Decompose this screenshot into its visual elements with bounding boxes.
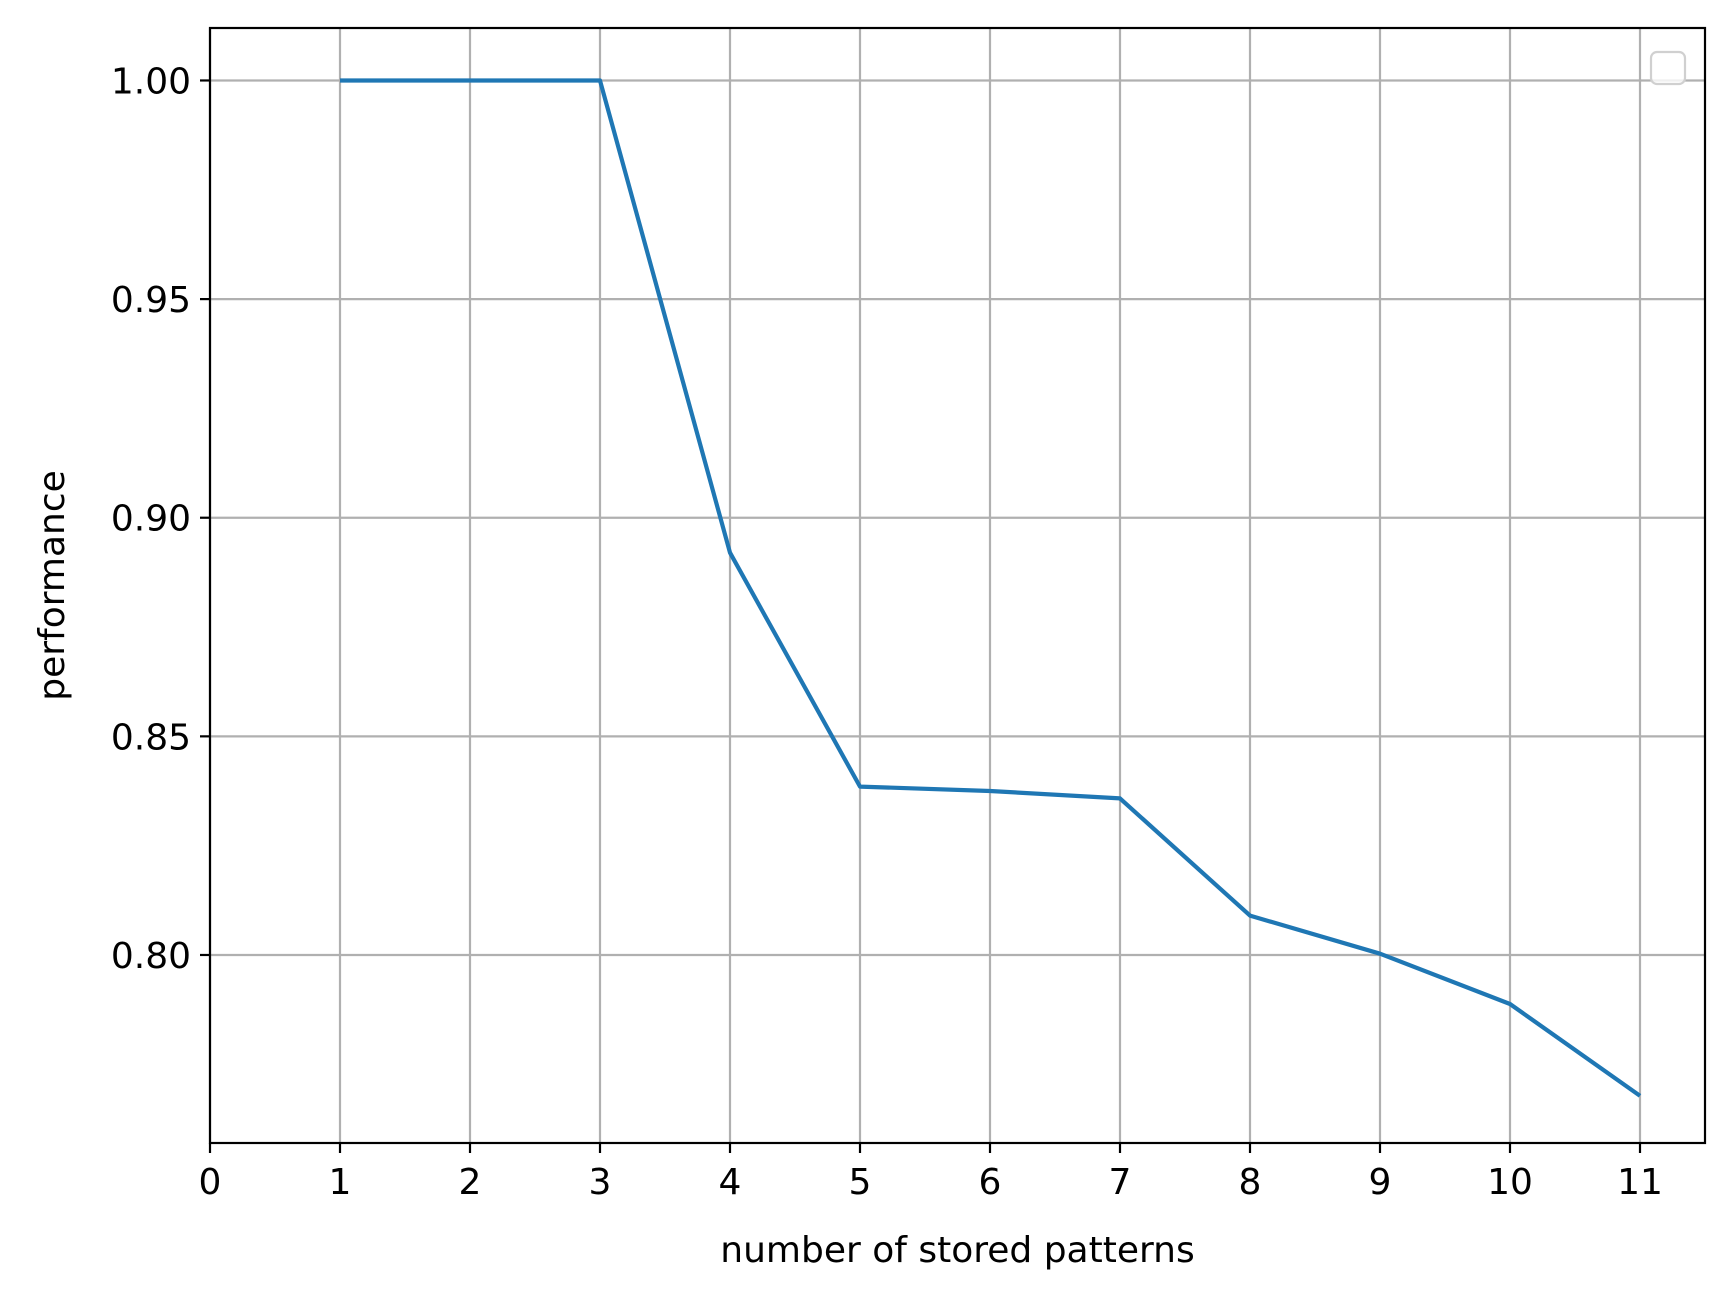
y-tick-label: 0.80 <box>111 936 191 977</box>
y-tick-label: 0.90 <box>111 499 191 540</box>
x-tick-label: 8 <box>1239 1162 1262 1203</box>
x-tick-label: 5 <box>849 1162 872 1203</box>
y-axis-ticks: 0.80 0.85 0.90 0.95 1.00 <box>111 61 210 977</box>
series-line <box>340 78 1642 1098</box>
y-tick-label: 0.95 <box>111 280 191 321</box>
legend <box>1649 50 1687 86</box>
x-tick-label: 7 <box>1109 1162 1132 1203</box>
x-axis-label: number of stored patterns <box>720 1230 1194 1271</box>
grid-lines <box>208 28 1705 1143</box>
series-layer <box>340 78 1642 1098</box>
y-axis-label: performance <box>32 470 73 701</box>
y-tick-label: 0.85 <box>111 717 191 758</box>
x-tick-label: 9 <box>1369 1162 1392 1203</box>
x-tick-label: 0 <box>199 1162 222 1203</box>
x-axis-ticks: 0 1 2 3 4 5 6 7 8 9 10 11 <box>199 1143 1663 1203</box>
x-tick-label: 6 <box>979 1162 1002 1203</box>
x-tick-label: 3 <box>589 1162 612 1203</box>
legend-box <box>1649 50 1687 86</box>
x-tick-label: 11 <box>1617 1162 1663 1203</box>
x-tick-label: 1 <box>329 1162 352 1203</box>
plot-frame <box>208 26 1707 1145</box>
x-tick-label: 4 <box>719 1162 742 1203</box>
x-tick-label: 10 <box>1487 1162 1533 1203</box>
x-tick-label: 2 <box>459 1162 482 1203</box>
y-tick-label: 1.00 <box>111 61 191 102</box>
